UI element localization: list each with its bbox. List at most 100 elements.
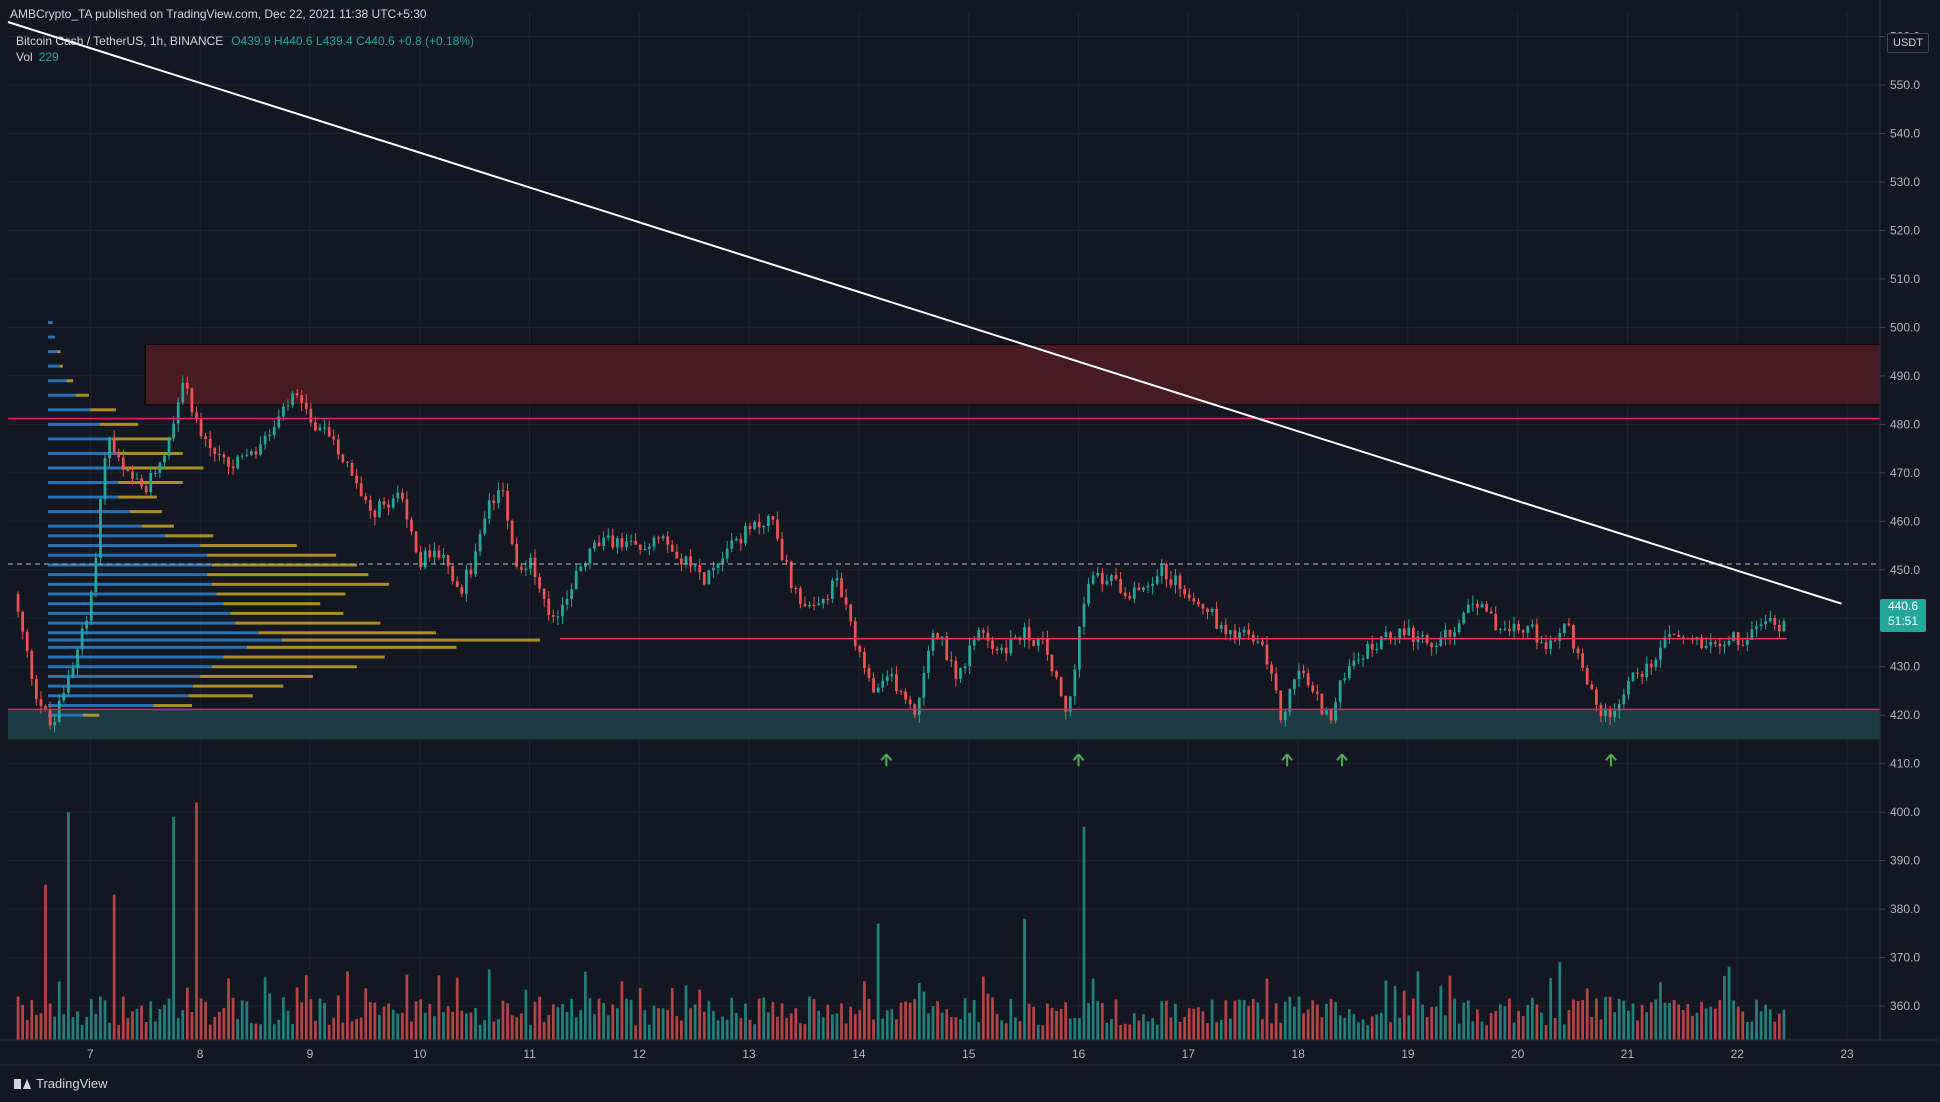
candle-body xyxy=(570,589,573,599)
volume-bar xyxy=(1549,977,1552,1040)
symbol-legend: Bitcoin Cash / TetherUS, 1h, BINANCE O439… xyxy=(16,34,474,64)
currency-button[interactable]: USDT xyxy=(1887,33,1929,53)
volume-bar xyxy=(419,999,423,1040)
volume-bar xyxy=(1201,1011,1205,1040)
volume-profile xyxy=(48,321,540,717)
volume-bar xyxy=(1078,1018,1081,1040)
volume-bar xyxy=(542,1021,546,1040)
candle-body xyxy=(1046,639,1049,655)
profile-bar-gold xyxy=(200,544,297,548)
volume-bar xyxy=(71,1017,75,1040)
candle-body xyxy=(121,457,125,470)
volume-bar xyxy=(478,1024,482,1040)
volume-bar xyxy=(1357,1022,1360,1040)
candle-body xyxy=(1297,670,1301,680)
candle-body xyxy=(1755,625,1758,630)
volume-bar xyxy=(1562,1024,1566,1040)
volume-bar xyxy=(1073,1017,1077,1040)
volume-bar xyxy=(1000,1020,1004,1040)
candle-body xyxy=(1032,640,1036,646)
price-tick-label: 420.0 xyxy=(1890,708,1920,722)
candle-body xyxy=(1663,637,1667,648)
profile-bar-blue xyxy=(48,335,56,339)
volume-bar xyxy=(1023,918,1026,1040)
candle-body xyxy=(1196,601,1200,605)
volume-bar xyxy=(702,1011,706,1040)
profile-bar-gold xyxy=(90,408,116,412)
up-arrow-icon xyxy=(880,753,893,767)
candle-body xyxy=(208,439,212,449)
volume-bar xyxy=(1128,1024,1132,1040)
candle-body xyxy=(858,646,862,652)
volume-bar xyxy=(1425,1017,1429,1040)
volume-bar xyxy=(625,998,628,1040)
candle-body xyxy=(1745,640,1749,646)
candle-body xyxy=(1599,704,1603,716)
price-axis[interactable]: 360.0 370.0 380.0 390.0 400.0 410.0 420.0 430.0… xyxy=(1879,0,1920,1040)
volume-bar xyxy=(1476,1009,1479,1040)
volume-bar xyxy=(149,1001,153,1040)
volume-bar xyxy=(414,1001,418,1040)
candles[interactable] xyxy=(16,375,1786,733)
profile-bar-gold xyxy=(113,437,172,441)
profile-bar-blue xyxy=(48,645,247,649)
candle-body xyxy=(1338,680,1342,703)
candle-body xyxy=(1462,612,1466,624)
volume-bar xyxy=(1677,1004,1681,1040)
volume-bar xyxy=(89,999,93,1040)
volume-bar xyxy=(895,1019,898,1040)
volume-bar xyxy=(1412,998,1415,1040)
volume-bar xyxy=(1494,1010,1498,1040)
candle-body xyxy=(780,538,784,560)
volume-legend[interactable]: Vol 229 xyxy=(16,50,59,64)
candle-body xyxy=(1013,637,1017,639)
volume-bar xyxy=(1732,1000,1735,1040)
volume-bar xyxy=(1393,985,1397,1040)
candle-body xyxy=(277,416,281,428)
volume-bar xyxy=(428,1003,432,1040)
profile-bar-gold xyxy=(165,534,214,538)
volume-bar xyxy=(904,1001,907,1040)
candle-body xyxy=(131,471,134,479)
volume-bars xyxy=(16,802,1786,1040)
candle-body xyxy=(648,546,651,550)
tradingview-logo[interactable]: TradingView xyxy=(14,1076,108,1091)
candle-body xyxy=(702,572,706,585)
volume-bar xyxy=(730,997,734,1040)
volume-bar xyxy=(684,985,688,1040)
volume-bar xyxy=(1480,1021,1484,1040)
candle-body xyxy=(510,520,514,544)
volume-bar xyxy=(1517,1010,1520,1040)
volume-bar xyxy=(634,1025,638,1040)
symbol-title[interactable]: Bitcoin Cash / TetherUS, 1h, BINANCE xyxy=(16,34,224,48)
candle-body xyxy=(460,587,464,594)
candle-body xyxy=(16,594,20,612)
volume-bar xyxy=(1681,1010,1685,1040)
candle-body xyxy=(1119,578,1122,593)
candle-body xyxy=(524,568,528,570)
time-axis[interactable]: 7 8 9 10 11 12 13 14 15 16 17 18 19 20 21 22 23 xyxy=(0,1039,1940,1066)
candle-body xyxy=(478,533,482,552)
candle-body xyxy=(757,521,761,528)
profile-bar-gold xyxy=(193,684,284,688)
last-price-badge: 440.6 51:51 xyxy=(1880,599,1926,632)
volume-bar xyxy=(350,1021,354,1040)
volume-bar xyxy=(689,1008,692,1040)
candle-body xyxy=(1050,654,1054,672)
candle-body xyxy=(1489,611,1493,614)
up-arrow-icon xyxy=(1605,753,1617,767)
volume-bar xyxy=(547,1015,551,1040)
candle-body xyxy=(364,496,368,501)
candle-body xyxy=(1732,632,1735,641)
brand-name: TradingView xyxy=(36,1076,108,1091)
volume-bar xyxy=(373,1002,377,1040)
profile-bar-blue xyxy=(48,684,194,688)
volume-bar xyxy=(1242,999,1246,1040)
candle-body xyxy=(346,461,349,464)
candle-body xyxy=(1178,575,1182,589)
candle-body xyxy=(1146,585,1150,588)
candle-body xyxy=(739,538,743,544)
candle-body xyxy=(748,526,752,530)
candle-body xyxy=(323,427,326,429)
